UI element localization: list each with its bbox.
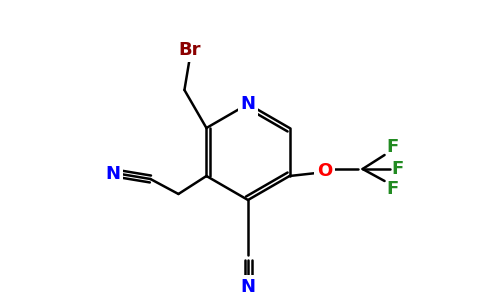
Text: N: N [241,278,256,296]
Text: F: F [386,138,399,156]
Text: Br: Br [178,41,201,59]
Text: F: F [392,160,404,178]
Text: F: F [386,180,399,198]
Text: N: N [105,165,120,183]
Text: N: N [241,95,256,113]
Text: O: O [317,162,332,180]
